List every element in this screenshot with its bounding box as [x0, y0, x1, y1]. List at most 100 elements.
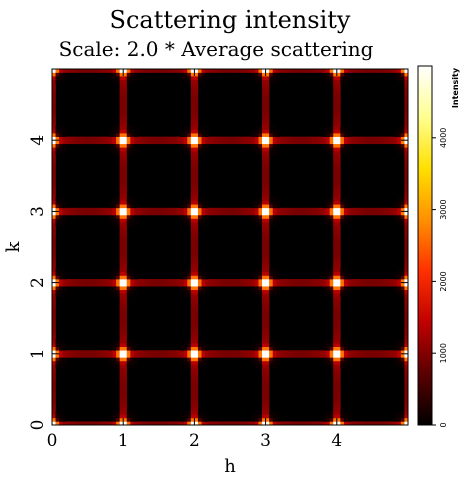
heatmap-cell [59, 218, 63, 223]
heatmap-cell [197, 289, 202, 294]
heatmap-cell [130, 140, 135, 145]
heatmap-cell [262, 182, 266, 187]
heatmap-cell [187, 343, 192, 347]
heatmap-cell [52, 250, 56, 255]
heatmap-cell [187, 268, 192, 273]
heatmap-cell [130, 350, 135, 355]
heatmap-cell [176, 136, 181, 141]
heatmap-cell [141, 353, 145, 358]
heatmap-cell [62, 211, 67, 216]
heatmap-cell [297, 282, 302, 287]
heatmap-cell [194, 90, 199, 95]
heatmap-cell [333, 218, 338, 223]
heatmap-cell [148, 279, 152, 283]
heatmap-cell [265, 83, 270, 88]
heatmap-cell [126, 136, 131, 141]
heatmap-cell [52, 368, 56, 372]
heatmap-cell [197, 421, 202, 426]
heatmap-cell [55, 271, 60, 276]
heatmap-cell [73, 353, 78, 358]
heatmap-cell [262, 261, 266, 266]
heatmap-cell [254, 140, 259, 145]
heatmap-cell [190, 403, 195, 408]
heatmap-cell [265, 378, 270, 383]
heatmap-cell [237, 207, 241, 212]
heatmap-cell [251, 417, 256, 422]
heatmap-cell [119, 268, 124, 273]
heatmap-cell [326, 268, 330, 273]
heatmap-cell [368, 140, 373, 145]
heatmap-cell [197, 414, 202, 419]
heatmap-cell [336, 264, 341, 269]
heatmap-cell [397, 211, 402, 216]
heatmap-cell [343, 150, 348, 155]
heatmap-cell [119, 328, 124, 333]
heatmap-cell [126, 204, 131, 209]
heatmap-cell [404, 211, 409, 216]
heatmap-cell [190, 336, 195, 340]
heatmap-cell [119, 247, 124, 251]
heatmap-cell [201, 147, 206, 152]
heatmap-cell [326, 125, 330, 130]
heatmap-cell [194, 328, 199, 333]
heatmap-cell [404, 225, 409, 230]
heatmap-cell [194, 108, 199, 113]
heatmap-cell [340, 353, 345, 358]
heatmap-cell [343, 414, 348, 419]
heatmap-cell [308, 353, 313, 358]
heatmap-cell [194, 182, 199, 187]
heatmap-cell [98, 350, 103, 355]
heatmap-cell [165, 136, 170, 141]
heatmap-cell [112, 200, 117, 205]
heatmap-cell [397, 414, 402, 419]
heatmap-cell [187, 357, 192, 362]
heatmap-cell [137, 421, 142, 426]
heatmap-cell [187, 350, 192, 355]
heatmap-cell [262, 410, 266, 415]
heatmap-cell [194, 307, 199, 312]
heatmap-cell [173, 353, 177, 358]
heatmap-cell [212, 207, 217, 212]
heatmap-cell [336, 286, 341, 291]
heatmap-cell [336, 321, 341, 326]
heatmap-cell [108, 69, 113, 73]
heatmap-cell [265, 353, 270, 358]
heatmap-cell [190, 165, 195, 169]
heatmap-cell [269, 69, 274, 73]
heatmap-cell [194, 360, 199, 365]
heatmap-cell [190, 392, 195, 397]
heatmap-cell [262, 190, 266, 194]
heatmap-cell [116, 72, 120, 77]
heatmap-cell [108, 289, 113, 294]
heatmap-cell [326, 222, 330, 226]
heatmap-cell [119, 321, 124, 326]
heatmap-cell [130, 79, 135, 84]
heatmap-cell [194, 115, 199, 120]
colorbar-label: Intensity [451, 67, 460, 108]
heatmap-cell [126, 76, 131, 80]
heatmap-cell [123, 158, 128, 162]
heatmap-cell [265, 410, 270, 415]
heatmap-cell [205, 282, 209, 287]
heatmap-cell [112, 353, 117, 358]
heatmap-cell [59, 343, 63, 347]
heatmap-cell [265, 172, 270, 177]
heatmap-cell [119, 286, 124, 291]
heatmap-cell [269, 421, 274, 426]
heatmap-cell [165, 282, 170, 287]
heatmap-cell [333, 243, 338, 248]
heatmap-cell [258, 279, 263, 283]
heatmap-cell [265, 186, 270, 191]
heatmap-cell [123, 378, 128, 383]
heatmap-cell [133, 414, 138, 419]
heatmap-cell [126, 271, 131, 276]
heatmap-cell [119, 282, 124, 287]
heatmap-cell [69, 350, 74, 355]
heatmap-cell [126, 69, 131, 73]
heatmap-cell [265, 76, 270, 80]
heatmap-cell [123, 314, 128, 319]
heatmap-cell [197, 417, 202, 422]
heatmap-cell [301, 353, 306, 358]
heatmap-cell [190, 307, 195, 312]
heatmap-cell [69, 140, 74, 145]
